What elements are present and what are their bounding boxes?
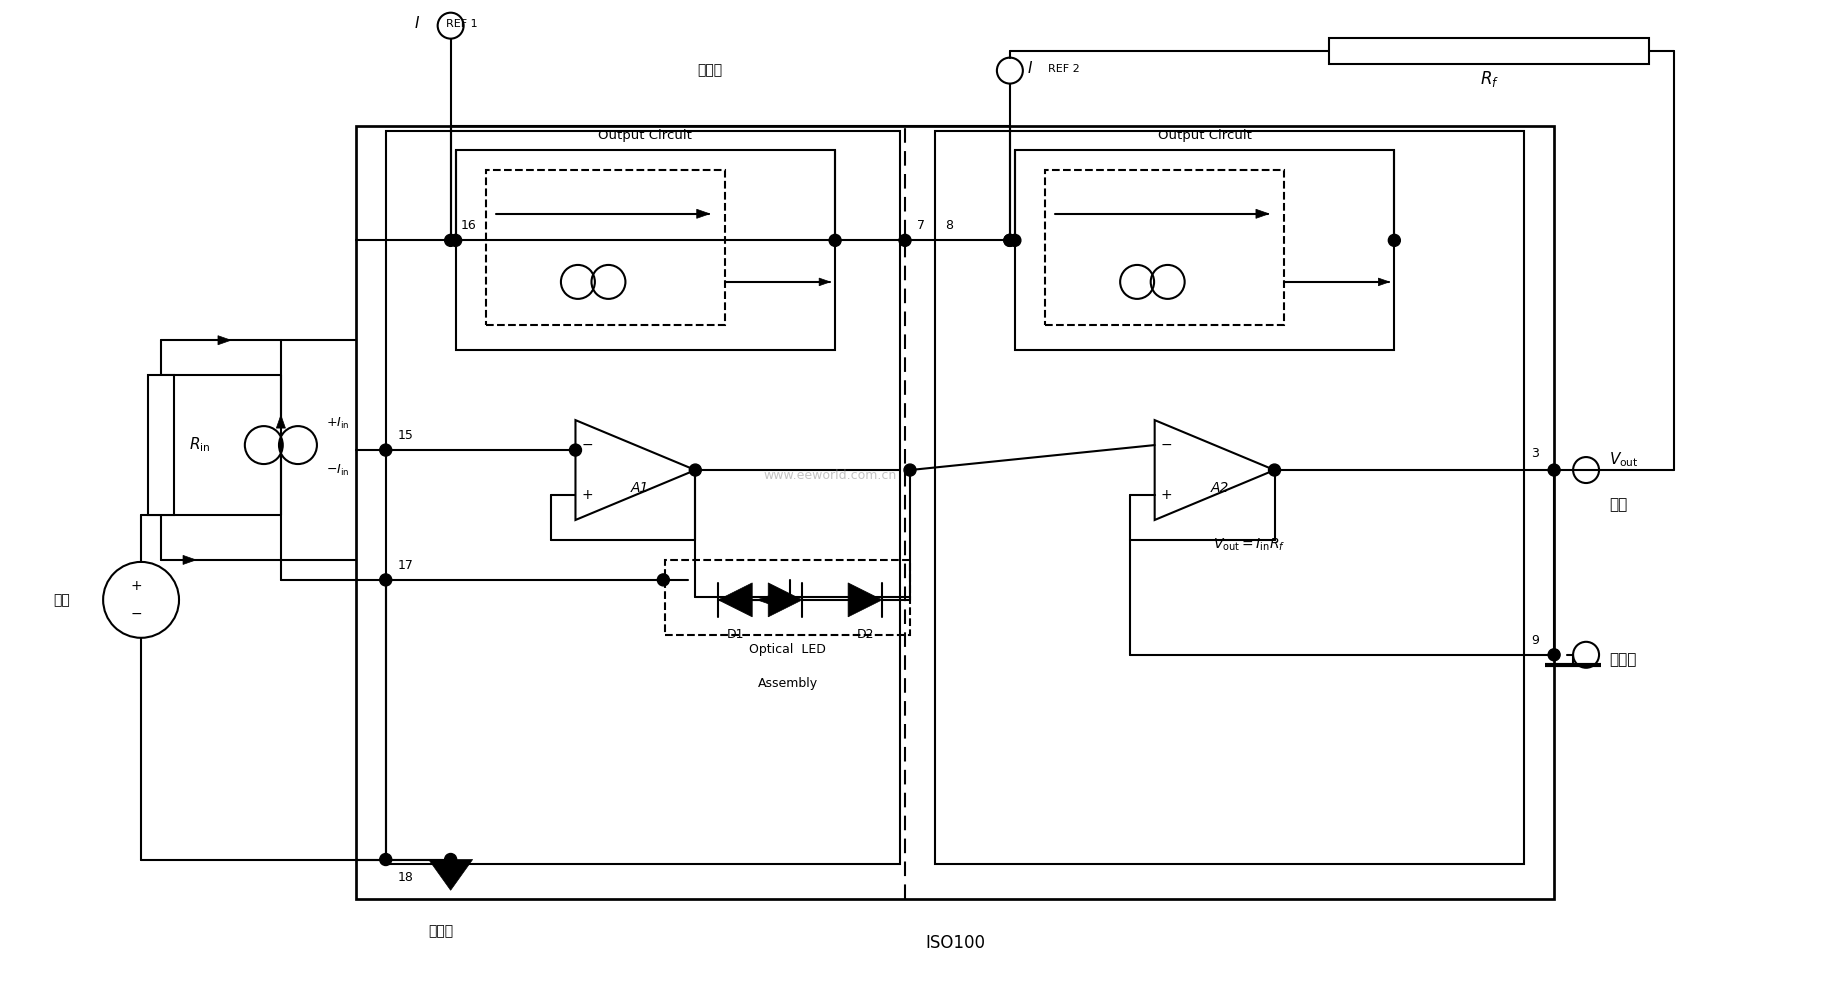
Text: I: I <box>1028 61 1031 76</box>
Bar <box>1015 151 1394 350</box>
Text: 9: 9 <box>1530 634 1539 647</box>
Polygon shape <box>1255 209 1268 218</box>
Circle shape <box>379 853 392 865</box>
Circle shape <box>1548 649 1559 660</box>
Text: REF 1: REF 1 <box>445 19 476 29</box>
Text: 15: 15 <box>398 429 414 442</box>
Polygon shape <box>696 209 709 218</box>
Text: Output Circuit: Output Circuit <box>597 130 692 143</box>
Bar <box>355 126 1554 899</box>
Polygon shape <box>277 415 286 428</box>
Polygon shape <box>848 583 881 617</box>
Text: 输入地: 输入地 <box>429 925 453 939</box>
Text: REF 2: REF 2 <box>1048 63 1079 73</box>
Text: 16: 16 <box>460 219 476 232</box>
Circle shape <box>445 853 456 865</box>
Text: $R_{\rm in}$: $R_{\rm in}$ <box>189 436 211 454</box>
Polygon shape <box>218 336 231 345</box>
Text: $-I_{\rm in}$: $-I_{\rm in}$ <box>326 462 348 477</box>
Text: 输出: 输出 <box>1608 497 1627 513</box>
Text: Optical  LED: Optical LED <box>749 643 826 656</box>
Text: A1: A1 <box>630 481 649 495</box>
Bar <box>934 131 1524 864</box>
Text: A2: A2 <box>1209 481 1227 495</box>
Text: D1: D1 <box>725 628 744 641</box>
Text: I: I <box>414 16 418 31</box>
Circle shape <box>1548 464 1559 476</box>
Polygon shape <box>429 859 473 890</box>
Text: www.eeworld.com.cn: www.eeworld.com.cn <box>764 468 896 481</box>
Circle shape <box>1004 234 1015 246</box>
Bar <box>456 151 835 350</box>
Text: 3: 3 <box>1530 447 1539 460</box>
Circle shape <box>379 444 392 456</box>
Text: +: + <box>581 488 594 502</box>
Circle shape <box>1268 464 1281 476</box>
Bar <box>148 375 174 515</box>
Text: $V_{\rm out}=I_{\rm in}R_f$: $V_{\rm out}=I_{\rm in}R_f$ <box>1213 537 1284 553</box>
Circle shape <box>570 444 581 456</box>
Bar <box>485 171 724 326</box>
Polygon shape <box>819 278 830 285</box>
Text: 18: 18 <box>398 871 414 884</box>
Text: 隔离层: 隔离层 <box>698 63 722 77</box>
Bar <box>665 560 909 635</box>
Text: Output Circuit: Output Circuit <box>1158 130 1251 143</box>
Text: $V_{\rm out}$: $V_{\rm out}$ <box>1608 450 1638 469</box>
Text: −: − <box>1160 438 1172 452</box>
Circle shape <box>658 574 669 586</box>
Text: Assembly: Assembly <box>757 676 817 689</box>
Text: $+I_{\rm in}$: $+I_{\rm in}$ <box>326 415 348 431</box>
Text: 7: 7 <box>916 219 925 232</box>
Text: $R_f$: $R_f$ <box>1478 68 1499 88</box>
Text: +: + <box>1160 488 1172 502</box>
Circle shape <box>828 234 841 246</box>
Text: −: − <box>130 607 141 621</box>
Polygon shape <box>183 556 196 565</box>
Text: D2: D2 <box>856 628 874 641</box>
Text: 输出地: 输出地 <box>1608 652 1636 667</box>
Text: 8: 8 <box>945 219 953 232</box>
Polygon shape <box>757 595 769 604</box>
Circle shape <box>449 234 462 246</box>
Circle shape <box>379 574 392 586</box>
Circle shape <box>445 234 456 246</box>
Circle shape <box>1004 234 1015 246</box>
Polygon shape <box>718 583 751 617</box>
Polygon shape <box>848 596 859 604</box>
Polygon shape <box>1378 278 1389 285</box>
Bar <box>1044 171 1282 326</box>
Circle shape <box>689 464 702 476</box>
Text: 17: 17 <box>398 559 414 572</box>
Circle shape <box>898 234 911 246</box>
Text: +: + <box>130 579 141 593</box>
Circle shape <box>903 464 916 476</box>
Circle shape <box>1387 234 1400 246</box>
Bar <box>385 131 900 864</box>
Text: ISO100: ISO100 <box>925 935 984 953</box>
Circle shape <box>1008 234 1020 246</box>
Bar <box>1328 37 1649 63</box>
Text: 输入: 输入 <box>53 593 70 607</box>
Polygon shape <box>768 583 802 617</box>
Text: −: − <box>581 438 594 452</box>
